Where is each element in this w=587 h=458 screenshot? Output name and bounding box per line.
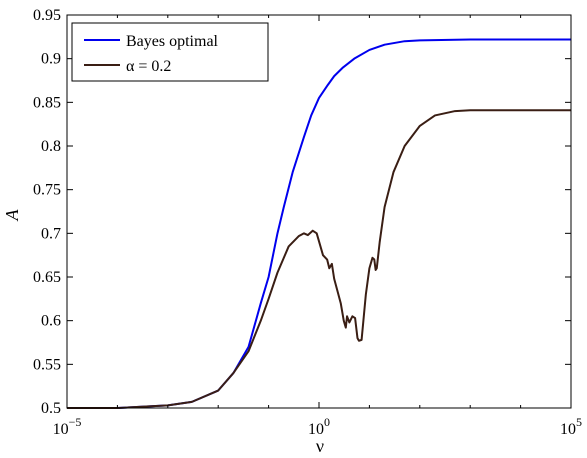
legend-box bbox=[71, 22, 269, 82]
y-axis-label: A bbox=[2, 209, 22, 222]
x-tick-label: 100 bbox=[308, 415, 330, 438]
y-tick-label: 0.7 bbox=[41, 225, 61, 242]
y-tick-label: 0.5 bbox=[41, 400, 61, 417]
y-tick-label: 0.85 bbox=[33, 94, 61, 111]
y-tick-label: 0.6 bbox=[41, 313, 61, 330]
legend-label-2: α = 0.2 bbox=[126, 58, 171, 75]
legend-label-1: Bayes optimal bbox=[126, 33, 219, 50]
series-line-2 bbox=[67, 109, 571, 409]
x-axis-label: ν bbox=[316, 436, 324, 456]
y-tick-label: 0.55 bbox=[33, 356, 61, 373]
axes: 0.5 0.55 0.6 0.65 0.7 0.75 0.8 0.85 0.9 0.95 10−5 1… bbox=[33, 7, 582, 438]
y-tick-label: 0.75 bbox=[33, 182, 61, 199]
x-tick-label: 10−5 bbox=[53, 415, 82, 438]
x-tick-label: 105 bbox=[560, 415, 582, 438]
legend: Bayes optimal α = 0.2 bbox=[71, 22, 269, 82]
y-tick-label: 0.65 bbox=[33, 269, 61, 286]
plot-area bbox=[67, 38, 571, 409]
series-line-1 bbox=[67, 38, 571, 409]
y-tick-label: 0.95 bbox=[33, 7, 61, 24]
y-tick-label: 0.9 bbox=[41, 51, 61, 68]
y-tick-label: 0.8 bbox=[41, 138, 61, 155]
